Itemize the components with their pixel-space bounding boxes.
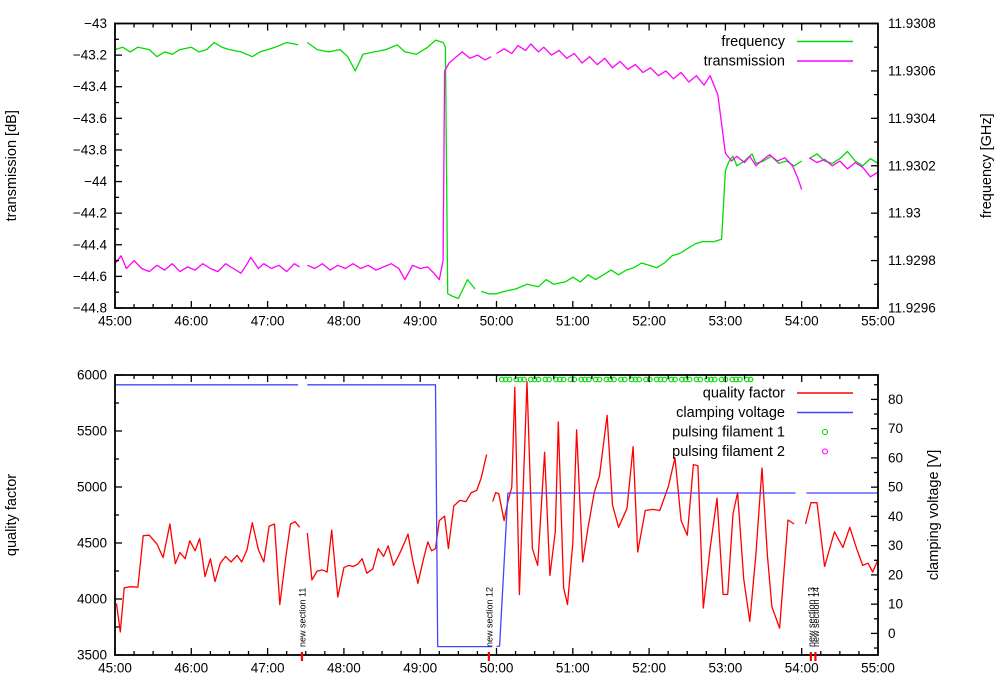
x-tick-label: 45:00 [98,661,132,676]
y-right-tick-label: 10 [888,597,903,612]
legend-label: frequency [721,34,785,50]
series-transmission [496,43,803,190]
x-tick-label: 53:00 [709,661,743,676]
y-left-tick-label: 3500 [77,648,107,663]
section-marker: new section 11 [297,588,307,661]
y-right-tick-label: 0 [888,626,896,641]
x-tick-label: 53:00 [709,314,743,329]
x-tick-label: 47:00 [251,314,285,329]
y-right-tick-label: 11.9302 [888,158,936,173]
y-right-tick-label: 60 [888,450,903,465]
y-left-tick-label: 4000 [77,592,107,607]
y-right-tick-label: 30 [888,538,903,553]
series-transmission [307,51,492,281]
y-right-tick-label: 11.9304 [888,111,936,126]
series-quality-factor [306,454,488,598]
y-left-tick-label: −44.8 [73,301,107,316]
x-tick-label: 55:00 [861,661,895,676]
x-tick-label: 54:00 [785,661,819,676]
legend-label: transmission [704,54,785,70]
y-left-tick-label: −44.2 [73,206,107,221]
legend-circle-sample [821,448,829,455]
bottom-y-left-title: quality factor [4,474,20,556]
series-transmission [114,255,300,274]
y-left-tick-label: −43.4 [73,79,108,94]
series-clamping-voltage [307,384,492,648]
series-frequency [306,39,476,300]
y-left-tick-label: −44 [84,174,107,189]
x-tick-label: 52:00 [632,661,666,676]
x-tick-label: 48:00 [327,661,361,676]
series-frequency [808,150,879,167]
top-ticks [114,22,879,309]
series-quality-factor [804,502,879,573]
x-tick-label: 52:00 [632,314,666,329]
series-frequency [481,153,803,295]
markers-pulsing-filament-1 [498,376,754,383]
section-marker-label: new section 11 [297,588,307,647]
x-tick-label: 45:00 [98,314,132,329]
legend-label: quality factor [703,386,785,402]
legend-label: clamping voltage [676,405,785,421]
top-legend: frequency transmission [704,34,853,70]
top-panel: 45:00 46:00 47:00 48:00 49:00 50:00 51:00 52:00… [4,16,995,329]
x-tick-label: 55:00 [861,314,895,329]
y-right-tick-label: 11.9306 [888,63,936,78]
bottom-y-right-title: clamping voltage [V] [926,450,942,581]
legend-label: pulsing filament 1 [672,425,785,441]
x-tick-label: 48:00 [327,314,361,329]
y-left-tick-label: −43.2 [73,48,107,63]
section-marker-label: new section 13 [806,587,816,647]
y-left-tick-label: −43.6 [73,111,107,126]
x-tick-label: 51:00 [556,314,590,329]
series-frequency [114,41,299,58]
bottom-ticks [114,374,879,656]
y-right-tick-label: 11.9308 [888,16,936,31]
y-left-tick-label: 6000 [77,368,107,383]
y-left-tick-label: 5500 [77,424,107,439]
y-right-tick-label: 80 [888,392,903,407]
x-tick-label: 47:00 [251,661,285,676]
y-right-tick-label: 40 [888,509,903,524]
bottom-legend: quality factor clamping voltage pulsing fi… [672,386,853,460]
x-tick-label: 50:00 [480,314,514,329]
legend-label: pulsing filament 2 [672,444,785,460]
bottom-panel: 45:00 46:00 47:00 48:00 49:00 50:00 51:00 52:00… [4,368,942,676]
section-marker: new section 14 [811,587,821,661]
y-left-tick-label: −44.6 [73,269,107,284]
y-right-tick-label: 70 [888,421,903,436]
legend-circle-sample [821,428,829,436]
y-left-tick-label: 5000 [77,480,107,495]
x-tick-label: 46:00 [174,661,208,676]
section-marker-label: new section 12 [484,587,494,647]
section-marker-label: new section 14 [811,587,821,647]
x-tick-label: 49:00 [403,314,437,329]
y-right-tick-label: 11.93 [888,206,921,221]
series-quality-factor [492,381,795,629]
series-quality-factor [115,521,301,633]
x-tick-label: 54:00 [785,314,819,329]
y-right-tick-label: 20 [888,567,903,582]
y-right-tick-label: 50 [888,480,903,495]
top-series [114,39,879,300]
y-right-tick-label: 11.9298 [888,253,936,268]
series-transmission [808,157,879,178]
series-clamping-voltage [496,492,796,648]
y-left-tick-label: −44.4 [73,237,108,252]
x-tick-label: 51:00 [556,661,590,676]
section-marker: new section 12 [484,587,494,661]
y-left-tick-label: −43 [84,16,107,31]
top-y-left-title: transmission [dB] [4,110,20,221]
top-y-right-title: frequency [GHz] [979,113,995,218]
y-left-tick-label: −43.8 [73,142,107,157]
x-tick-label: 50:00 [480,661,514,676]
y-right-tick-label: 11.9296 [888,301,936,316]
y-left-tick-label: 4500 [77,536,107,551]
x-tick-label: 49:00 [403,661,437,676]
x-tick-label: 46:00 [174,314,208,329]
bottom-series [115,381,879,648]
section-marker: new section 13 [806,587,816,661]
